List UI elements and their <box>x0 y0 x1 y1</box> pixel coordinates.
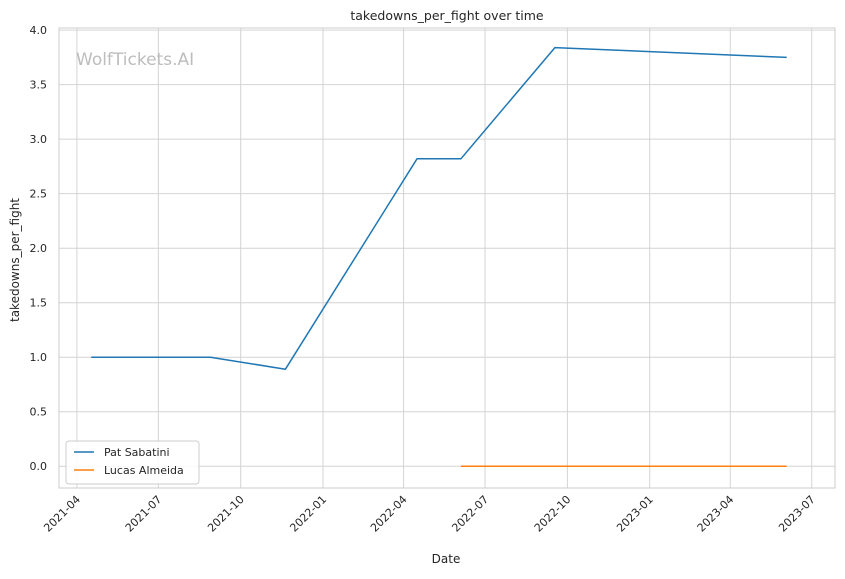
x-tick-label: 2022-10 <box>532 493 574 535</box>
series-lines <box>91 46 787 467</box>
x-tick-label: 2023-04 <box>695 493 737 535</box>
y-axis-label: takedowns_per_fight <box>8 198 22 322</box>
y-tick-label: 4.0 <box>30 24 48 37</box>
y-tick-label: 1.5 <box>30 297 48 310</box>
plot-area <box>58 27 836 489</box>
chart-title: takedowns_per_fight over time <box>350 8 544 23</box>
x-axis-label: Date <box>432 552 461 566</box>
x-tick-label: 2021-10 <box>205 493 247 535</box>
legend: Pat Sabatini Lucas Almeida <box>65 440 200 485</box>
x-tick-label: 2022-04 <box>368 493 410 535</box>
x-tick-label: 2021-07 <box>123 493 165 535</box>
x-tick-label: 2023-01 <box>614 493 656 535</box>
y-tick-label: 0.0 <box>30 460 48 473</box>
legend-box <box>65 440 200 485</box>
x-tick-label: 2022-01 <box>287 493 329 535</box>
x-tick-label: 2022-07 <box>449 493 491 535</box>
x-tick-label: 2021-04 <box>41 493 83 535</box>
legend-label: Pat Sabatini <box>104 446 170 459</box>
y-tick-label: 3.5 <box>30 79 48 92</box>
x-tick-label: 2023-07 <box>776 493 818 535</box>
grid <box>59 28 835 488</box>
legend-label: Lucas Almeida <box>104 464 184 477</box>
series-line-pat-sabatini <box>91 46 787 370</box>
y-tick-label: 2.5 <box>30 188 48 201</box>
y-tick-label: 1.0 <box>30 351 48 364</box>
watermark: WolfTickets.AI <box>76 50 194 70</box>
y-tick-label: 2.0 <box>30 242 48 255</box>
y-tick-label: 0.5 <box>30 406 48 419</box>
y-tick-label: 3.0 <box>30 133 48 146</box>
